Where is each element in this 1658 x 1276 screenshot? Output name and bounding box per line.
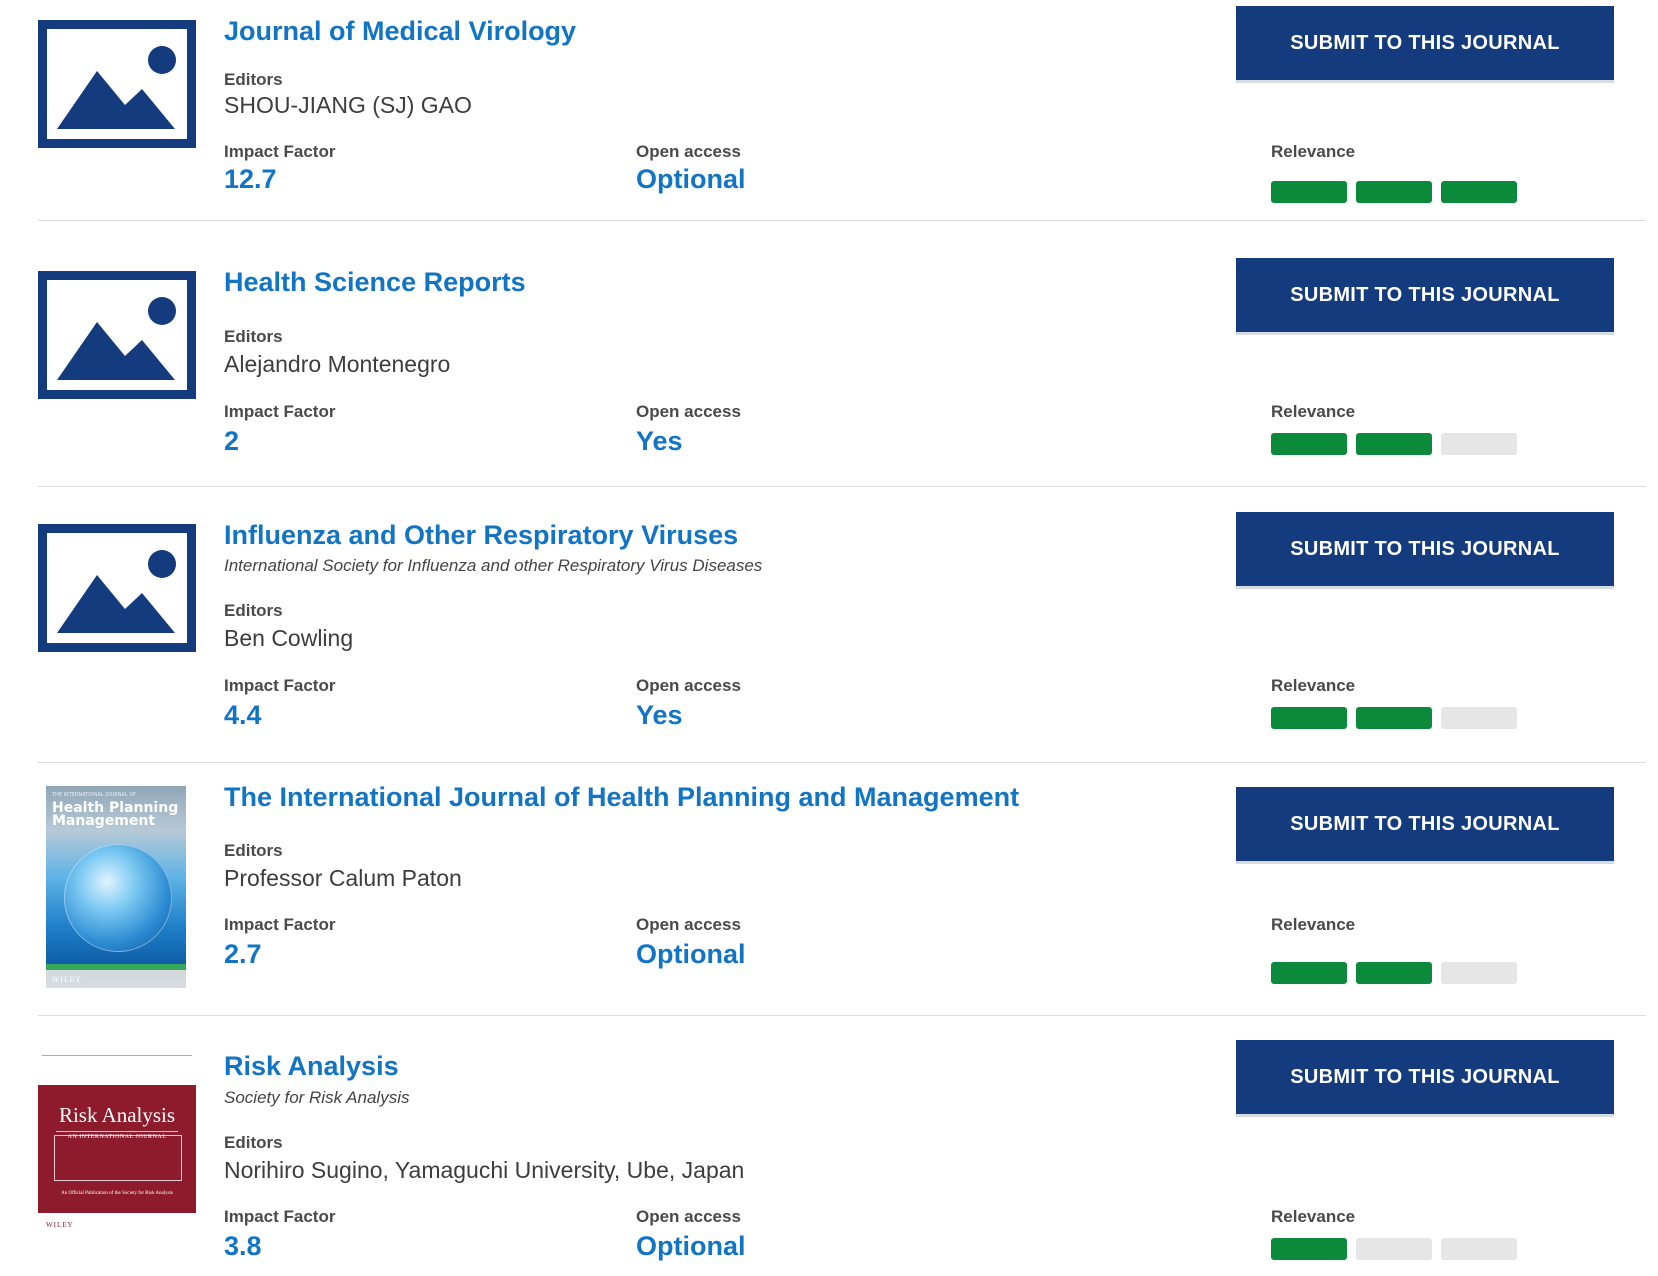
journal-card: THE INTERNATIONAL JOURNAL OF Health Plan… (38, 762, 1646, 1016)
journal-card: Health Science Reports Editors Alejandro… (38, 221, 1646, 487)
relevance-label: Relevance (1271, 402, 1356, 421)
open-access-label: Open access (636, 1207, 741, 1226)
journal-title-link[interactable]: Influenza and Other Respiratory Viruses (224, 520, 739, 550)
society-name: International Society for Influenza and … (224, 556, 763, 575)
impact-factor-label: Impact Factor (224, 1207, 336, 1226)
cover-title: Risk Analysis (58, 1103, 176, 1127)
cover-band (46, 964, 186, 970)
society-name: Society for Risk Analysis (224, 1088, 410, 1107)
editors-value: SHOU-JIANG (SJ) GAO (224, 92, 472, 118)
journal-title-link[interactable]: Health Science Reports (224, 267, 526, 297)
editors-label: Editors (224, 327, 283, 346)
journal-card: Risk Analysis AN INTERNATIONAL JOURNAL A… (38, 1015, 1646, 1276)
image-placeholder-icon (38, 524, 196, 652)
cover-footer: An Official Publication of the Society f… (61, 1191, 173, 1196)
relevance-segment-filled (1271, 962, 1347, 984)
cover-header-rule (42, 1055, 192, 1060)
relevance-segment-empty (1441, 1238, 1517, 1260)
image-placeholder-icon (38, 20, 196, 148)
image-placeholder-icon (38, 271, 196, 399)
cover-kicker: THE INTERNATIONAL JOURNAL OF (52, 792, 137, 798)
journal-title-link[interactable]: Risk Analysis (224, 1051, 399, 1081)
cover-block (38, 1085, 196, 1213)
impact-factor-value: 2 (224, 426, 240, 456)
journal-title-link[interactable]: The International Journal of Health Plan… (224, 782, 1020, 812)
relevance-segment-filled (1271, 181, 1347, 203)
open-access-value: Optional (636, 164, 746, 194)
relevance-segment-empty (1356, 1238, 1432, 1260)
editors-label: Editors (224, 601, 283, 620)
relevance-segment-filled (1441, 181, 1517, 203)
journal-cover-health-planning: THE INTERNATIONAL JOURNAL OF Health Plan… (38, 786, 196, 988)
open-access-value: Optional (636, 939, 746, 969)
open-access-label: Open access (636, 142, 741, 161)
editors-value: Professor Calum Paton (224, 865, 462, 891)
submit-to-journal-button[interactable]: SUBMIT TO THIS JOURNAL (1236, 6, 1614, 80)
relevance-label: Relevance (1271, 142, 1356, 161)
open-access-label: Open access (636, 676, 741, 695)
row-divider (38, 1015, 1646, 1016)
relevance-segment-empty (1441, 962, 1517, 984)
impact-factor-label: Impact Factor (224, 402, 336, 421)
cover-subtitle: AN INTERNATIONAL JOURNAL (56, 1131, 178, 1140)
open-access-label: Open access (636, 915, 741, 934)
relevance-meter (1271, 707, 1517, 729)
relevance-meter (1271, 962, 1517, 984)
relevance-segment-filled (1356, 181, 1432, 203)
impact-factor-value: 3.8 (224, 1231, 262, 1261)
relevance-segment-empty (1441, 707, 1517, 729)
cover-line-1: Health Planning (52, 800, 179, 816)
cover-line-2: Management (52, 813, 156, 829)
submit-to-journal-button[interactable]: SUBMIT TO THIS JOURNAL (1236, 258, 1614, 332)
open-access-label: Open access (636, 402, 741, 421)
relevance-label: Relevance (1271, 1207, 1356, 1226)
relevance-segment-filled (1271, 433, 1347, 455)
relevance-meter (1271, 1238, 1517, 1260)
editors-label: Editors (224, 841, 283, 860)
row-divider (38, 220, 1646, 221)
editors-label: Editors (224, 1133, 283, 1152)
impact-factor-label: Impact Factor (224, 915, 336, 934)
row-divider (38, 486, 1646, 487)
submit-to-journal-button[interactable]: SUBMIT TO THIS JOURNAL (1236, 787, 1614, 861)
submit-to-journal-button[interactable]: SUBMIT TO THIS JOURNAL (1236, 512, 1614, 586)
journal-card: Influenza and Other Respiratory Viruses … (38, 486, 1646, 763)
relevance-label: Relevance (1271, 915, 1356, 934)
impact-factor-value: 4.4 (224, 700, 262, 730)
journal-title-link[interactable]: Journal of Medical Virology (224, 16, 577, 46)
impact-factor-value: 12.7 (224, 164, 277, 194)
relevance-meter (1271, 433, 1517, 455)
relevance-label: Relevance (1271, 676, 1356, 695)
relevance-segment-filled (1356, 707, 1432, 729)
globe-image (64, 844, 172, 952)
journal-cover-risk-analysis: Risk Analysis AN INTERNATIONAL JOURNAL A… (38, 1053, 196, 1243)
open-access-value: Optional (636, 1231, 746, 1261)
relevance-segment-filled (1271, 707, 1347, 729)
editors-value: Norihiro Sugino, Yamaguchi University, U… (224, 1157, 745, 1183)
submit-to-journal-button[interactable]: SUBMIT TO THIS JOURNAL (1236, 1040, 1614, 1114)
impact-factor-value: 2.7 (224, 939, 262, 969)
open-access-value: Yes (636, 700, 683, 730)
editors-value: Ben Cowling (224, 625, 354, 651)
relevance-meter (1271, 181, 1517, 203)
impact-factor-label: Impact Factor (224, 676, 336, 695)
open-access-value: Yes (636, 426, 683, 456)
editors-value: Alejandro Montenegro (224, 351, 451, 377)
relevance-segment-filled (1356, 962, 1432, 984)
impact-factor-label: Impact Factor (224, 142, 336, 161)
journal-card: Journal of Medical Virology Editors SHOU… (38, 0, 1646, 221)
publisher-logo: WILEY (46, 1221, 74, 1229)
cover-frame (54, 1135, 182, 1181)
editors-label: Editors (224, 70, 283, 89)
row-divider (38, 762, 1646, 763)
relevance-segment-filled (1356, 433, 1432, 455)
relevance-segment-empty (1441, 433, 1517, 455)
publisher-logo: WILEY (52, 976, 82, 984)
relevance-segment-filled (1271, 1238, 1347, 1260)
